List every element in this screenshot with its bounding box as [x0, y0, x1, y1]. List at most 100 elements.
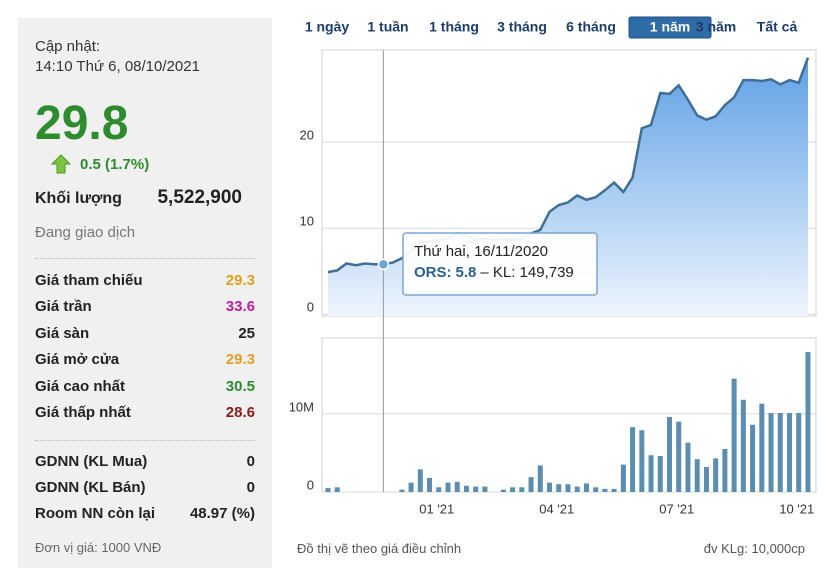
- quote-panel: Cập nhật: 14:10 Thứ 6, 08/10/2021 29.8 0…: [18, 18, 272, 568]
- period-button[interactable]: 3 năm: [696, 19, 736, 35]
- x-tick-label: 07 '21: [659, 501, 694, 516]
- volume-bar: [528, 477, 534, 492]
- volume-bar: [731, 378, 737, 492]
- row-value: 48.97 (%): [189, 505, 255, 522]
- volume-bar: [565, 484, 571, 492]
- volume-bar: [750, 424, 756, 492]
- volume-bar: [427, 477, 433, 492]
- y-tick-label: 20: [300, 128, 314, 143]
- row-label: Giá sàn: [35, 324, 90, 342]
- row-value: 0: [246, 479, 255, 496]
- period-button[interactable]: Tất cả: [757, 19, 798, 35]
- foreign-row: GDNN (KL Mua) 0: [35, 453, 255, 470]
- volume-bar: [787, 413, 792, 492]
- row-label: Giá trần: [35, 298, 92, 316]
- y-tick-label: 10: [300, 214, 314, 229]
- row-label: GDNN (KL Mua): [35, 453, 148, 470]
- volume-bar: [417, 469, 423, 492]
- volume-bar: [657, 456, 663, 492]
- volume-bar: [519, 487, 525, 492]
- y-tick-label: 0: [307, 300, 314, 315]
- period-button[interactable]: 1 ngày: [305, 19, 350, 35]
- row-value: 29.3: [225, 351, 255, 369]
- volume-bar: [399, 489, 405, 492]
- volume-bar: [537, 465, 543, 492]
- volume-bar: [796, 413, 802, 492]
- hover-point: [377, 258, 390, 271]
- volume-label: Khối lượng: [35, 190, 122, 207]
- volume-bar: [500, 489, 506, 492]
- row-value: 33.6: [225, 298, 255, 316]
- row-value: 28.6: [225, 404, 255, 421]
- price-row: Giá trần 33.6: [35, 298, 255, 315]
- volume-bar: [768, 413, 774, 492]
- period-button[interactable]: 6 tháng: [566, 19, 616, 35]
- tooltip-line: ORS: 5.8– KL: 149,739: [414, 264, 574, 281]
- row-label: Room NN còn lại: [35, 505, 156, 522]
- separator: [35, 440, 255, 441]
- volume-bar: [547, 482, 553, 492]
- unit-note: Đơn vị giá: 1000 VNĐ: [35, 540, 162, 555]
- volume-bar: [620, 464, 626, 492]
- volume-bar: [694, 459, 700, 492]
- period-button[interactable]: 1 năm: [650, 19, 690, 35]
- volume-bar: [777, 413, 783, 492]
- row-value: 25: [238, 324, 255, 342]
- x-tick-label: 10 '21: [779, 501, 814, 516]
- row-label: Giá thấp nhất: [35, 404, 131, 421]
- row-label: Giá mở cửa: [35, 351, 120, 369]
- y-tick-label: 10M: [289, 399, 314, 414]
- row-label: Giá tham chiếu: [35, 272, 143, 289]
- period-button[interactable]: 3 tháng: [497, 19, 547, 35]
- volume-bar: [463, 485, 469, 492]
- row-value: 30.5: [225, 377, 255, 395]
- volume-bar: [713, 458, 719, 492]
- up-arrow: [51, 154, 71, 174]
- x-tick-label: 01 '21: [419, 501, 454, 516]
- price-row: Giá tham chiếu 29.3: [35, 272, 255, 289]
- y-tick-label: 0: [307, 477, 314, 492]
- volume-bar: [436, 487, 442, 492]
- update-time: 14:10 Thứ 6, 08/10/2021: [35, 58, 200, 75]
- price-row: Giá mở cửa 29.3: [35, 351, 255, 368]
- volume-bar: [685, 442, 691, 492]
- volume-value: 5,522,900: [157, 187, 242, 208]
- period-button[interactable]: 1 tuần: [367, 19, 408, 35]
- tooltip-volume: – KL: 149,739: [480, 264, 573, 281]
- status: Đang giao dịch: [35, 224, 136, 241]
- row-label: GDNN (KL Bán): [35, 479, 146, 496]
- tooltip-box: [402, 232, 598, 296]
- volume-bar: [593, 487, 599, 492]
- volume-bar: [703, 466, 709, 492]
- volume-bar: [630, 427, 636, 492]
- volume-bar: [574, 486, 580, 492]
- row-value: 0: [246, 453, 255, 470]
- volume-bar: [805, 352, 811, 492]
- tooltip-series: ORS:: [414, 264, 452, 281]
- row-value: 29.3: [225, 272, 255, 289]
- volume-bar: [325, 488, 331, 492]
- volume-bar: [759, 403, 765, 492]
- volume-bar: [510, 487, 516, 492]
- volume-bar: [334, 487, 340, 492]
- x-tick-label: 04 '21: [539, 501, 574, 516]
- volume-bar: [740, 399, 746, 492]
- price-row: Giá cao nhất 30.5: [35, 378, 255, 395]
- foreign-row: Room NN còn lại 48.97 (%): [35, 505, 255, 522]
- footnote: Đồ thị vẽ theo giá điều chỉnh: [297, 541, 462, 556]
- price-row: Giá sàn 25: [35, 325, 255, 342]
- volume-bar: [667, 416, 673, 492]
- foreign-row: GDNN (KL Bán) 0: [35, 479, 255, 496]
- volume-bar: [454, 481, 460, 492]
- update-label: Cập nhật:: [35, 38, 101, 55]
- row-label: Giá cao nhất: [35, 377, 126, 395]
- volume-bar: [602, 488, 608, 492]
- price: 29.8: [35, 97, 129, 150]
- tooltip-title: Thứ hai, 16/11/2020: [414, 243, 548, 260]
- volume-unit: đv KLg: 10,000cp: [703, 541, 805, 556]
- volume-bar: [556, 484, 562, 492]
- price-row: Giá thấp nhất 28.6: [35, 404, 255, 421]
- period-button[interactable]: 1 tháng: [429, 19, 479, 35]
